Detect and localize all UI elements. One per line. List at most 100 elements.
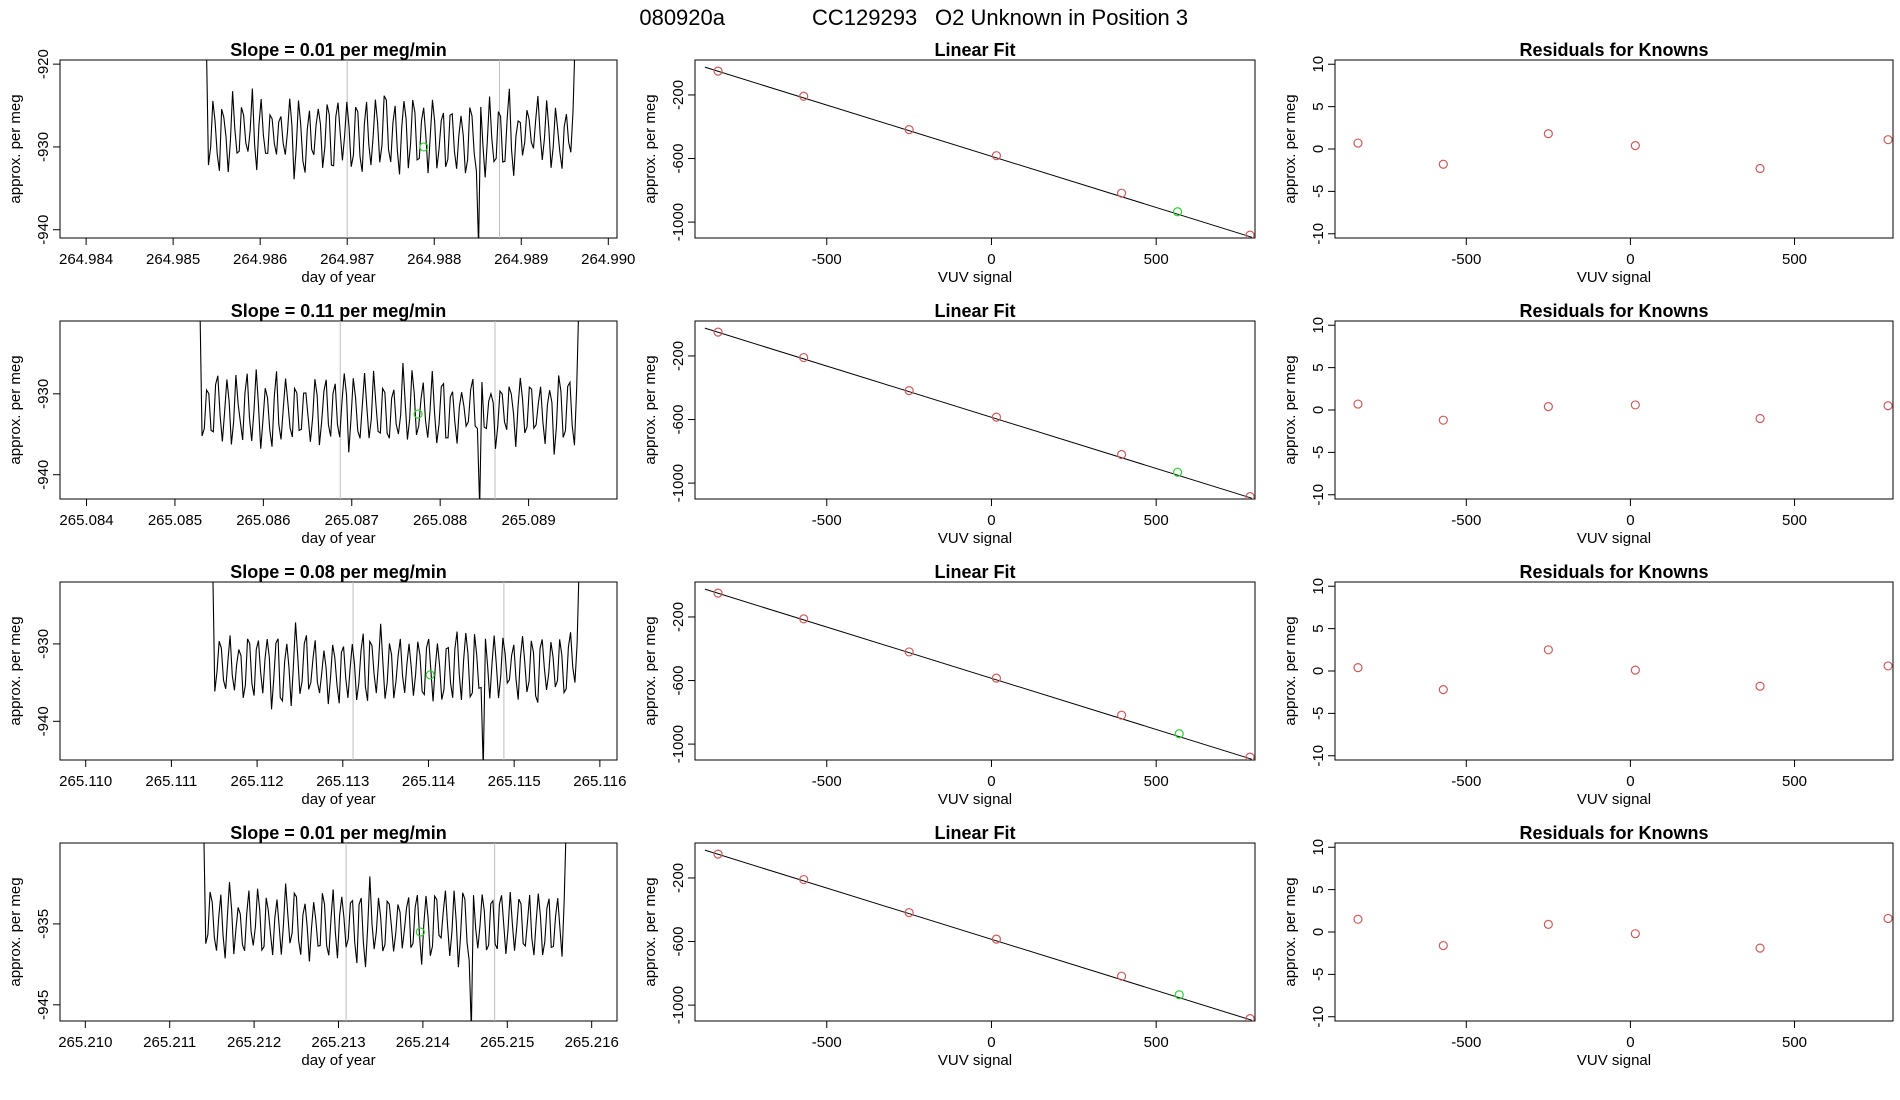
residual-point <box>1883 135 1893 145</box>
y-tick-label: 0 <box>1310 928 1327 936</box>
x-tick-label: 265.213 <box>311 1034 365 1051</box>
y-tick-label: -5 <box>1310 446 1327 459</box>
x-tick-label: 264.985 <box>146 251 200 268</box>
x-tick-label: 264.988 <box>407 251 461 268</box>
x-tick-label: 500 <box>1782 773 1807 790</box>
known-standard-point <box>991 151 1002 161</box>
x-axis-label: VUV signal <box>1577 269 1651 286</box>
plot-area <box>212 582 580 760</box>
x-tick-label: 265.216 <box>565 1034 619 1051</box>
residual-point <box>1543 645 1553 655</box>
x-tick-label: -500 <box>1451 251 1481 268</box>
y-axis-label: approx. per meg <box>7 877 24 986</box>
x-tick-label: 0 <box>1626 512 1634 529</box>
x-tick-label: 265.084 <box>59 512 113 529</box>
plot-frame <box>59 59 618 239</box>
residual-point <box>1543 129 1553 139</box>
x-tick-label: 0 <box>1626 1034 1634 1051</box>
known-standard-point <box>1116 710 1127 720</box>
plot-frame <box>694 581 1256 761</box>
x-tick-label: 265.116 <box>573 773 626 790</box>
panel-title: Residuals for Knowns <box>1519 562 1708 582</box>
plot-area <box>1353 399 1893 425</box>
cylinder-id: CC129293 <box>812 5 917 30</box>
x-tick-label: 265.114 <box>402 773 455 790</box>
x-axis-label: VUV signal <box>938 1052 1012 1069</box>
known-standard-point <box>904 908 914 918</box>
known-standard-point <box>799 91 809 101</box>
residual-point <box>1883 661 1893 671</box>
unknown-sample-marker <box>413 409 423 419</box>
y-axis-label: approx. per meg <box>1282 94 1299 203</box>
panel-residuals-row-2: Residuals for Knowns -500 0 500 10 5 0 -5 -10 VUV… <box>1282 301 1894 547</box>
fit-line <box>704 849 1252 1021</box>
y-tick-label: -1000 <box>670 986 687 1024</box>
known-standard-point <box>1245 492 1255 499</box>
x-tick-label: 265.113 <box>316 773 369 790</box>
x-tick-label: 500 <box>1144 251 1169 268</box>
panel-trace-row-2: Slope = 0.11 per meg/min 265.084 265.085 26… <box>7 301 618 547</box>
x-tick-label: 265.088 <box>413 512 467 529</box>
panel-title: Slope = 0.08 per meg/min <box>230 562 447 582</box>
x-tick-label: -500 <box>1451 1034 1481 1051</box>
y-tick-label: 0 <box>1310 406 1327 414</box>
plot-area <box>704 66 1255 238</box>
known-standard-point <box>799 352 809 363</box>
known-standard-point <box>1245 752 1255 760</box>
y-axis-label: approx. per meg <box>642 616 659 725</box>
y-tick-label: -200 <box>670 863 687 893</box>
known-standard-point <box>713 588 723 598</box>
y-tick-label: 10 <box>1310 56 1327 73</box>
panel-title: Residuals for Knowns <box>1519 823 1708 843</box>
y-tick-label: -930 <box>35 379 52 409</box>
x-tick-label: 0 <box>1626 251 1634 268</box>
x-axis-label: VUV signal <box>1577 1052 1651 1069</box>
y-tick-label: -10 <box>1310 484 1327 506</box>
plot-frame <box>59 581 618 761</box>
signal-trace <box>206 60 576 238</box>
x-tick-label: -500 <box>812 512 842 529</box>
y-tick-label: 5 <box>1310 885 1327 893</box>
y-tick-label: -940 <box>35 215 52 245</box>
x-tick-label: 264.986 <box>233 251 287 268</box>
y-axis-label: approx. per meg <box>1282 616 1299 725</box>
plot-frame <box>694 842 1256 1022</box>
known-standard-point <box>991 934 1002 944</box>
x-axis-label: day of year <box>301 791 375 808</box>
plot-area <box>1353 913 1893 953</box>
known-standard-point <box>1116 188 1127 198</box>
x-axis-label: day of year <box>301 269 375 286</box>
plot-frame <box>694 320 1256 500</box>
plot-frame <box>59 320 618 500</box>
x-axis-label: VUV signal <box>1577 791 1651 808</box>
y-tick-label: -200 <box>670 341 687 371</box>
y-tick-label: -200 <box>670 80 687 110</box>
figure-header: 080920a CC129293 O2 Unknown in Position … <box>639 5 1188 30</box>
x-tick-label: 500 <box>1782 512 1807 529</box>
residual-point <box>1438 415 1448 425</box>
y-tick-label: -920 <box>35 49 52 79</box>
x-tick-label: 265.085 <box>148 512 202 529</box>
x-tick-label: 500 <box>1144 773 1169 790</box>
signal-trace <box>199 321 579 499</box>
x-axis-label: VUV signal <box>938 791 1012 808</box>
x-tick-label: 500 <box>1782 251 1807 268</box>
unknown-sample-marker <box>415 927 425 937</box>
signal-trace <box>203 843 567 1021</box>
x-tick-label: 500 <box>1782 1034 1807 1051</box>
y-axis-label: approx. per meg <box>1282 355 1299 464</box>
residual-point <box>1438 159 1448 169</box>
x-tick-label: -500 <box>1451 773 1481 790</box>
x-tick-label: 265.115 <box>488 773 541 790</box>
x-tick-label: 500 <box>1144 512 1169 529</box>
panel-fit-row-1: Linear Fit -500 0 500 -200 -600 -1000 VUV signa… <box>642 40 1256 286</box>
x-tick-label: 0 <box>987 773 995 790</box>
x-tick-label: 265.089 <box>501 512 555 529</box>
residual-point <box>1883 913 1893 924</box>
panel-residuals-row-3: Residuals for Knowns -500 0 500 10 5 0 -5 -10 VUV… <box>1282 562 1894 808</box>
panel-title: Residuals for Knowns <box>1519 301 1708 321</box>
x-axis-label: VUV signal <box>938 269 1012 286</box>
x-axis-label: VUV signal <box>938 530 1012 547</box>
y-tick-label: -935 <box>35 909 52 939</box>
